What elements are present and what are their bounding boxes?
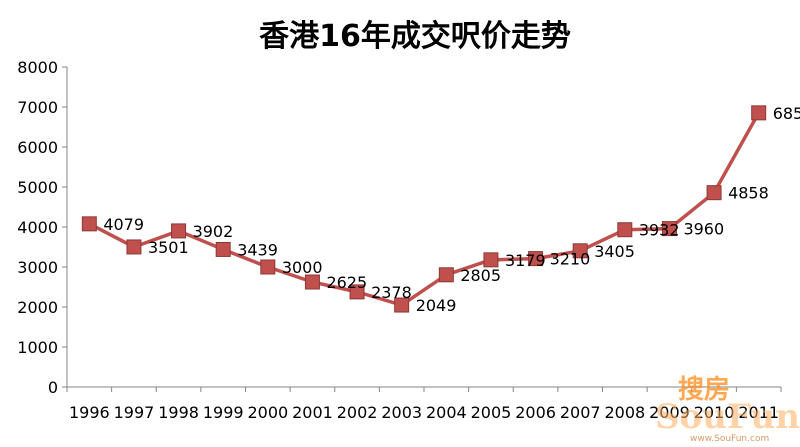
data-label: 3179 xyxy=(505,251,546,270)
data-label: 3932 xyxy=(639,221,680,240)
data-labels: 4079350139023439300026252378204928053179… xyxy=(103,104,800,315)
data-label: 3902 xyxy=(193,222,234,241)
data-point-marker xyxy=(126,239,142,255)
data-point-marker xyxy=(260,259,276,275)
data-label: 2625 xyxy=(326,273,367,292)
y-tick-label: 6000 xyxy=(17,138,58,157)
series-line-group xyxy=(88,111,761,307)
y-tick-label: 4000 xyxy=(17,218,58,237)
data-point-marker xyxy=(304,274,320,290)
watermark-cn: 搜房 xyxy=(678,375,730,405)
data-point-marker xyxy=(394,297,410,313)
y-axis-ticks: 0 1000 2000 3000 4000 5000 6000 7000 8000 xyxy=(17,58,67,397)
y-tick-label: 0 xyxy=(48,378,58,397)
x-tick-label: 2006 xyxy=(515,403,556,422)
x-tick-label: 1998 xyxy=(158,403,199,422)
data-point-marker xyxy=(483,252,499,268)
data-label: 3210 xyxy=(550,250,591,269)
watermark-en: SouFun xyxy=(655,397,800,437)
data-point-marker xyxy=(81,216,97,232)
data-label: 2378 xyxy=(371,283,412,302)
x-tick-label: 2003 xyxy=(381,403,422,422)
series-markers xyxy=(81,105,767,313)
data-point-marker xyxy=(572,243,588,259)
x-tick-label: 1999 xyxy=(203,403,244,422)
data-point-marker xyxy=(349,284,365,300)
series-line xyxy=(88,111,761,307)
data-label: 4079 xyxy=(103,215,144,234)
data-label: 3960 xyxy=(683,220,724,239)
data-point-marker xyxy=(438,267,454,283)
y-tick-label: 8000 xyxy=(17,58,58,77)
data-label: 2805 xyxy=(460,266,501,285)
x-tick-label: 2010 xyxy=(694,403,735,422)
watermark-url: www.SouFun.com xyxy=(690,434,769,444)
y-tick-label: 1000 xyxy=(17,338,58,357)
x-tick-label: 2002 xyxy=(337,403,378,422)
data-point-marker xyxy=(751,105,767,121)
chart-title: 香港16年成交呎价走势 xyxy=(259,19,571,54)
x-tick-label: 2004 xyxy=(426,403,467,422)
data-point-marker xyxy=(661,221,677,237)
data-point-marker xyxy=(617,222,633,238)
x-tick-label: 2011 xyxy=(738,403,779,422)
data-point-marker xyxy=(171,223,187,239)
data-label: 3439 xyxy=(237,240,278,259)
x-tick-label: 1997 xyxy=(114,403,155,422)
data-label: 2049 xyxy=(416,296,457,315)
data-label: 3501 xyxy=(148,238,189,257)
y-tick-label: 3000 xyxy=(17,258,58,277)
x-tick-label: 2008 xyxy=(604,403,645,422)
x-tick-label: 2000 xyxy=(247,403,288,422)
data-point-marker xyxy=(706,185,722,201)
y-tick-label: 2000 xyxy=(17,298,58,317)
y-tick-label: 7000 xyxy=(17,98,58,117)
data-label: 6854 xyxy=(773,104,800,123)
data-label: 4858 xyxy=(728,184,769,203)
soufun-watermark: 搜房 SouFun www.SouFun.com xyxy=(655,375,800,444)
data-point-marker xyxy=(215,241,231,257)
data-label: 3000 xyxy=(282,258,323,277)
x-tick-label: 2001 xyxy=(292,403,333,422)
x-axis-ticks: 1996 1997 1998 1999 2000 2001 2002 2003 2004 2005… xyxy=(66,387,782,422)
x-tick-label: 2007 xyxy=(560,403,601,422)
x-tick-label: 1996 xyxy=(69,403,110,422)
x-tick-label: 2005 xyxy=(471,403,512,422)
x-tick-label: 2009 xyxy=(649,403,690,422)
data-point-marker xyxy=(528,251,544,267)
data-label: 3405 xyxy=(594,242,635,261)
y-tick-label: 5000 xyxy=(17,178,58,197)
